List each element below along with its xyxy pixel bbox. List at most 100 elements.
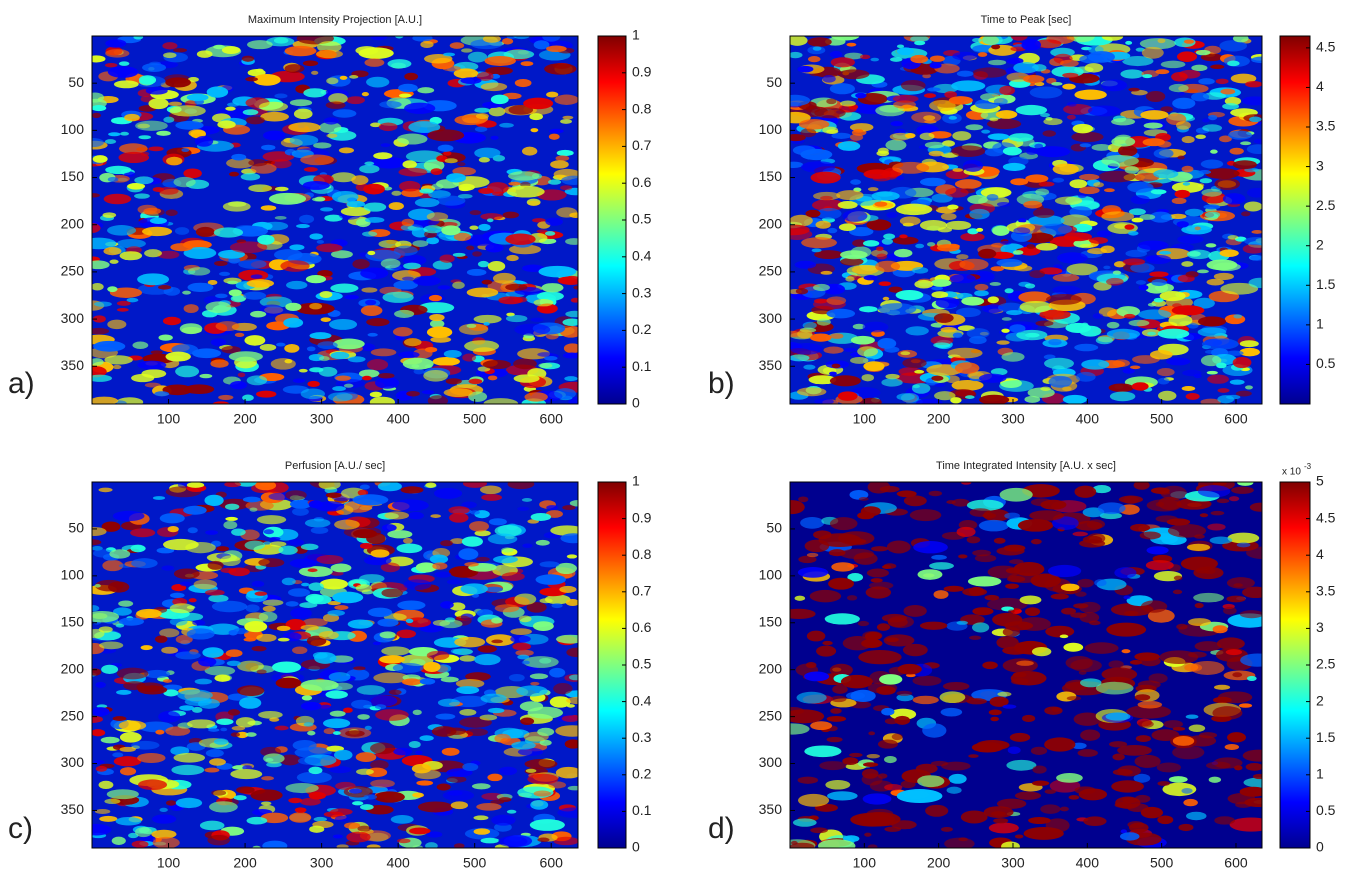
heatmap-texture [1230, 380, 1245, 385]
heatmap-texture [1232, 672, 1242, 677]
heatmap-texture [168, 102, 182, 106]
heatmap-texture [941, 827, 953, 832]
heatmap-texture [1022, 715, 1035, 722]
heatmap-texture [871, 578, 883, 582]
heatmap-texture [162, 42, 177, 49]
heatmap-texture [1074, 90, 1106, 100]
heatmap-texture [137, 273, 169, 285]
x-tick-label: 500 [463, 411, 487, 427]
colorbar-tick-label: 1 [632, 27, 640, 43]
heatmap-texture [1146, 91, 1165, 102]
heatmap-texture [348, 356, 366, 362]
heatmap-texture [1101, 79, 1127, 91]
heatmap-texture [381, 143, 391, 147]
heatmap-texture [883, 234, 895, 240]
heatmap-texture [1202, 124, 1222, 131]
heatmap-texture [320, 291, 333, 298]
heatmap-texture [566, 648, 588, 658]
heatmap-texture [489, 518, 507, 525]
heatmap-texture [1009, 559, 1024, 564]
chart-title: Time Integrated Intensity [A.U. x sec] [936, 460, 1116, 472]
heatmap-texture [375, 377, 399, 389]
colorbar-tick-label: 1.5 [1316, 729, 1336, 745]
heatmap-texture [286, 601, 299, 606]
heatmap-texture [451, 801, 468, 809]
heatmap-texture [279, 546, 298, 555]
heatmap-texture [966, 698, 987, 704]
heatmap-texture [163, 539, 199, 550]
heatmap-texture [300, 798, 321, 806]
heatmap-texture [402, 678, 422, 685]
heatmap-texture [1122, 649, 1131, 653]
heatmap-texture [349, 788, 362, 793]
heatmap-texture [1186, 812, 1206, 820]
y-tick-label: 300 [61, 754, 85, 770]
heatmap-texture [332, 191, 359, 203]
heatmap-texture [301, 583, 309, 587]
colorbar-tick-label: 4.5 [1316, 39, 1336, 55]
heatmap-texture [1144, 122, 1163, 128]
heatmap-texture [299, 215, 314, 224]
heatmap-texture [1212, 706, 1242, 720]
heatmap-texture [161, 647, 178, 654]
heatmap-texture [503, 212, 519, 219]
heatmap-texture [1146, 560, 1174, 570]
heatmap-texture [174, 753, 206, 763]
heatmap-texture [402, 277, 414, 281]
heatmap-texture [453, 253, 466, 257]
heatmap-texture [861, 506, 881, 516]
heatmap-texture [517, 655, 529, 660]
heatmap-texture [779, 500, 805, 514]
heatmap-texture [1015, 834, 1024, 838]
heatmap-texture [1242, 587, 1269, 598]
heatmap-texture [124, 114, 140, 121]
heatmap-texture [88, 605, 99, 611]
heatmap-texture [476, 557, 490, 562]
heatmap-texture [1009, 133, 1034, 142]
heatmap-texture [927, 242, 935, 246]
heatmap-texture [863, 762, 878, 767]
heatmap-texture [1168, 524, 1206, 538]
y-tick-label: 250 [759, 707, 783, 723]
heatmap-texture [1217, 637, 1245, 649]
heatmap-texture [1151, 279, 1167, 286]
x-tick-label: 600 [1224, 855, 1248, 871]
heatmap-texture [505, 284, 527, 291]
heatmap-texture [326, 492, 342, 497]
heatmap-texture [290, 499, 312, 508]
heatmap-texture [290, 135, 319, 146]
colorbar-tick-label: 1 [1316, 766, 1324, 782]
heatmap-texture [1112, 753, 1124, 760]
heatmap-texture [797, 66, 813, 73]
heatmap-texture [439, 620, 462, 629]
heatmap-texture [896, 176, 904, 180]
heatmap-texture [445, 158, 458, 163]
heatmap-texture [866, 586, 891, 598]
heatmap-texture [356, 752, 377, 762]
heatmap-texture [537, 352, 552, 357]
colorbar-tick-label: 0.3 [632, 729, 652, 745]
heatmap-texture [994, 538, 1006, 544]
heatmap-texture [1097, 230, 1112, 237]
heatmap-texture [883, 297, 889, 301]
heatmap-texture [476, 113, 489, 119]
heatmap-texture [1070, 659, 1102, 672]
heatmap-texture [119, 61, 129, 66]
heatmap-texture [263, 753, 285, 763]
heatmap-texture [362, 231, 377, 236]
heatmap-texture [1237, 480, 1253, 486]
heatmap-texture [1026, 148, 1038, 155]
heatmap-texture [373, 152, 392, 159]
heatmap-texture [863, 240, 879, 246]
heatmap-texture [981, 130, 990, 134]
heatmap-texture [261, 205, 277, 210]
heatmap-texture [839, 223, 856, 231]
heatmap-texture [491, 95, 509, 104]
heatmap-texture [973, 67, 1007, 77]
heatmap-texture [871, 546, 888, 551]
heatmap-texture [480, 715, 498, 721]
heatmap-texture [940, 691, 966, 703]
heatmap-texture [223, 201, 251, 211]
heatmap-texture [1209, 777, 1221, 783]
heatmap-texture [430, 554, 448, 563]
